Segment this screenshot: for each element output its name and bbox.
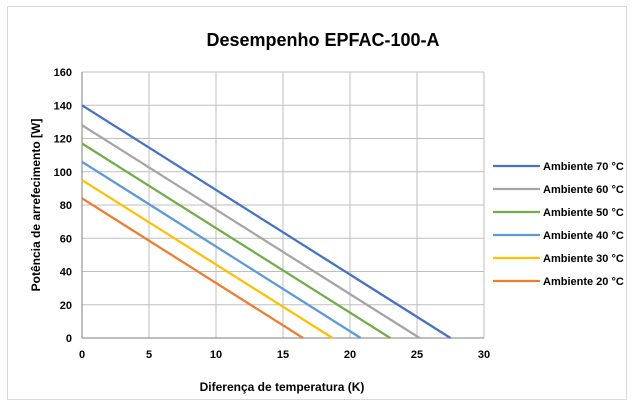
x-axis-title: Diferença de temperatura (K) [200,380,365,394]
y-tick-label: 100 [54,167,72,179]
y-axis-title: Potência de arrefecimento [W] [29,119,43,292]
x-tick-label: 20 [344,349,356,361]
y-tick-label: 140 [54,100,72,112]
series-line-2 [81,142,391,339]
legend-label: Ambiente 70 °C [543,161,624,173]
series-lines [81,104,452,339]
series-line-5 [81,197,304,339]
y-tick-label: 80 [60,200,72,212]
legend-item: Ambiente 70 °C [493,161,624,173]
series-line-0 [81,104,452,339]
chart-title: Desempenho EPFAC-100-A [206,30,439,50]
legend-item: Ambiente 30 °C [493,253,624,265]
legend-label: Ambiente 30 °C [543,253,624,265]
tick-labels: 0 20 40 60 80 100 120 140 160 0 5 10 15 20 25 30 [54,67,490,361]
y-tick-label: 0 [66,333,72,345]
series-line-1 [81,124,421,339]
y-tick-label: 40 [60,267,72,279]
axes [81,72,484,339]
x-tick-label: 15 [277,349,289,361]
series-line-3 [81,160,362,339]
legend-label: Ambiente 60 °C [543,184,624,196]
legend-item: Ambiente 50 °C [493,207,624,219]
x-tick-label: 0 [79,349,85,361]
series-line-4 [81,179,334,339]
y-tick-label: 160 [54,67,72,79]
legend-item: Ambiente 40 °C [493,230,624,242]
legend: Ambiente 70 °C Ambiente 60 °C Ambiente 50 … [493,161,624,288]
legend-label: Ambiente 50 °C [543,207,624,219]
x-tick-label: 25 [411,349,423,361]
legend-label: Ambiente 20 °C [543,276,624,288]
x-tick-label: 10 [210,349,222,361]
grid-lines [82,71,485,338]
x-tick-label: 30 [478,349,490,361]
x-tick-label: 5 [146,349,152,361]
y-tick-label: 120 [54,134,72,146]
y-tick-label: 20 [60,300,72,312]
legend-item: Ambiente 20 °C [493,276,624,288]
legend-label: Ambiente 40 °C [543,230,624,242]
legend-item: Ambiente 60 °C [493,184,624,196]
y-tick-label: 60 [60,233,72,245]
